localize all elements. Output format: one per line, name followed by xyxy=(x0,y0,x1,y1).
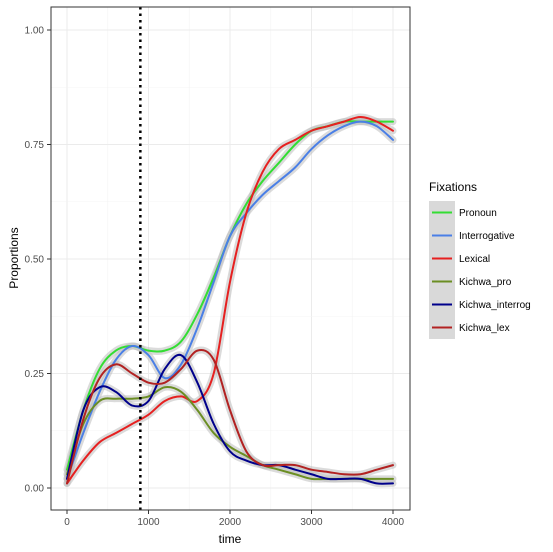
x-tick-label: 2000 xyxy=(219,517,242,528)
series-line-lexical xyxy=(66,116,394,485)
legend: Fixations Pronoun Interrogative Lexical Kic… xyxy=(429,180,531,339)
series-line-kichwa-lex xyxy=(66,348,394,485)
legend-label-kichwa-pro: Kichwa_pro xyxy=(459,277,512,288)
x-tick-label: 1000 xyxy=(137,517,160,528)
x-tick-label: 0 xyxy=(64,517,70,528)
legend-label-interrogative: Interrogative xyxy=(459,231,515,242)
y-tick-label: 0.25 xyxy=(25,369,45,380)
y-tick-label: 0.00 xyxy=(25,484,45,495)
series-line-interrogative xyxy=(66,120,394,480)
legend-label-kichwa-interrog: Kichwa_interrog xyxy=(459,300,531,311)
x-tick-label: 4000 xyxy=(382,517,405,528)
y-axis-label: Proportions xyxy=(7,227,21,288)
y-tick-label: 1.00 xyxy=(25,26,45,37)
x-axis-label: time xyxy=(219,532,242,546)
legend-label-lexical: Lexical xyxy=(459,254,490,265)
x-tick-label: 3000 xyxy=(300,517,323,528)
legend-title: Fixations xyxy=(429,180,477,194)
series-line-kichwa-interrog xyxy=(66,353,394,485)
legend-label-kichwa-lex: Kichwa_lex xyxy=(459,323,510,334)
grid-lines xyxy=(51,7,410,510)
y-tick-label: 0.75 xyxy=(25,140,45,151)
series-lines xyxy=(63,113,397,488)
y-tick-label: 0.50 xyxy=(25,255,45,266)
axes: 0 1000 2000 3000 4000 0.00 0.25 0.50 0.75 1.00 xyxy=(25,26,405,529)
legend-label-pronoun: Pronoun xyxy=(459,208,497,219)
